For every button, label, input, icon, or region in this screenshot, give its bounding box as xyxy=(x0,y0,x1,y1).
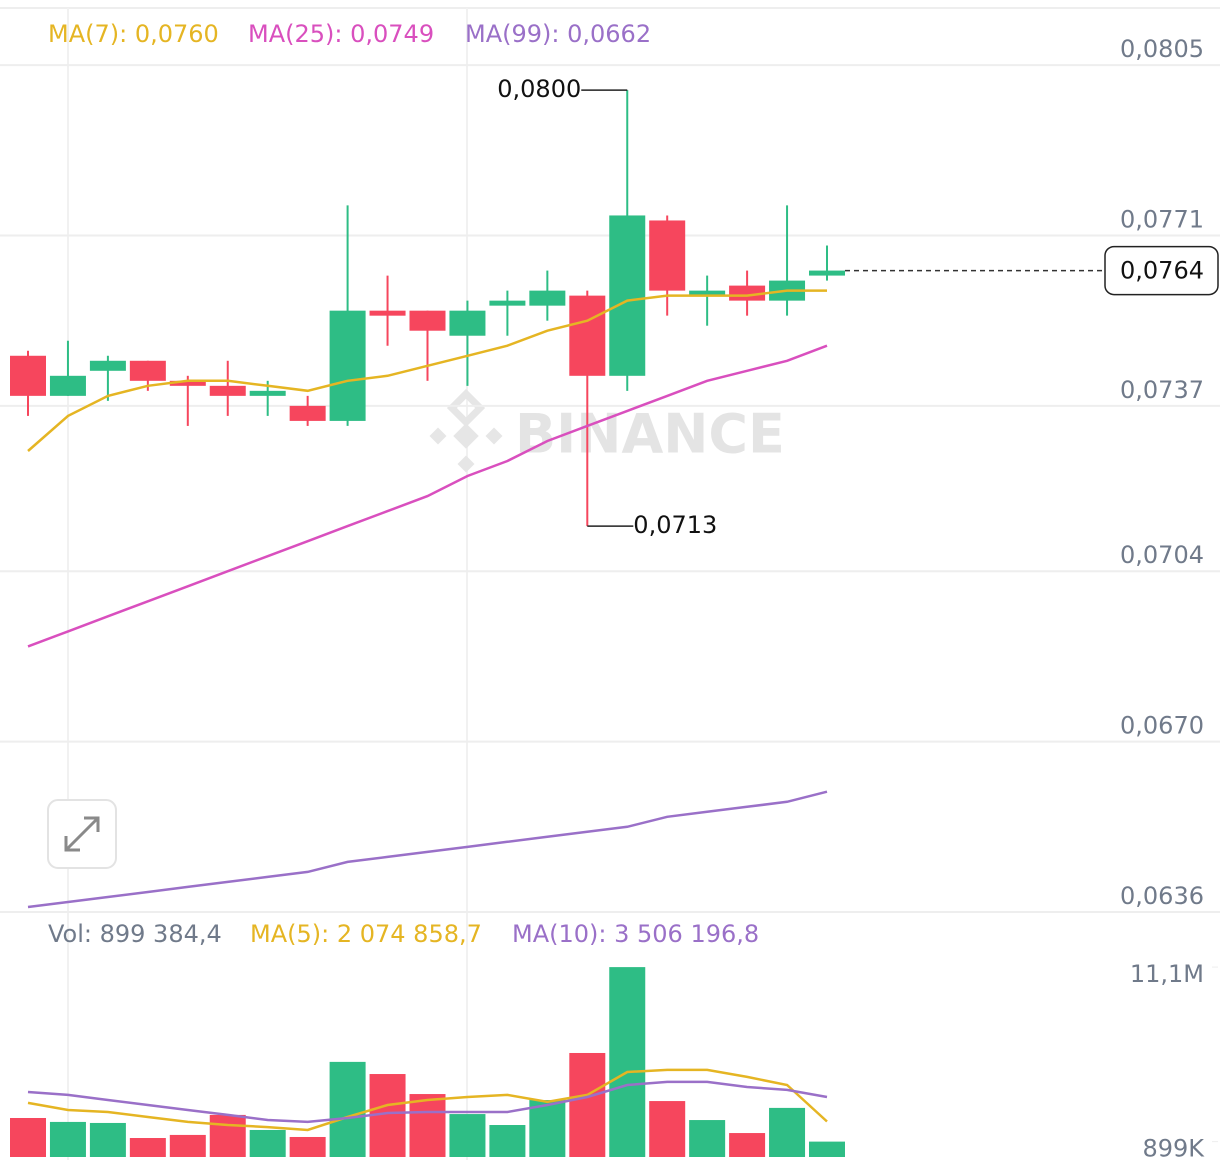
legend-entry: MA(99): 0,0662 xyxy=(465,20,651,48)
candle-body xyxy=(809,270,845,276)
layout: BINANCE xyxy=(0,7,1220,1160)
y-tick-label: 0,0737 xyxy=(1120,376,1204,404)
volume-bar xyxy=(289,1136,326,1157)
volume-bar xyxy=(569,1052,606,1157)
candle-body xyxy=(689,290,726,296)
candle-body xyxy=(129,360,166,381)
candle-body xyxy=(729,285,766,301)
y-tick-label: 0,0704 xyxy=(1120,541,1204,569)
candle-body xyxy=(609,215,646,376)
volume-bar xyxy=(449,1114,486,1157)
candle-body xyxy=(10,355,46,396)
candle-body xyxy=(89,360,126,371)
volume-bar xyxy=(769,1107,806,1157)
volume-bar xyxy=(10,1117,46,1157)
candle-body xyxy=(489,300,526,306)
volume-bar xyxy=(529,1100,566,1157)
candle-body xyxy=(529,290,566,306)
volume-bar xyxy=(169,1134,206,1157)
volume-bar xyxy=(209,1114,246,1157)
legend-entry: MA(10): 3 506 196,8 xyxy=(512,920,759,948)
volume-bar xyxy=(689,1120,726,1157)
candle-body xyxy=(209,385,246,396)
y-tick-label: 0,0805 xyxy=(1120,35,1204,63)
volume-bar xyxy=(809,1141,845,1157)
candle-body xyxy=(289,405,326,421)
y-tick-label: 0,0636 xyxy=(1120,882,1204,910)
volume-bar xyxy=(489,1125,526,1157)
volume-bar xyxy=(409,1094,446,1157)
high-label: 0,0800 xyxy=(497,75,581,103)
candle-body xyxy=(449,310,486,336)
volume-bar xyxy=(49,1121,86,1157)
ma-line xyxy=(27,344,828,648)
legend-entry: MA(25): 0,0749 xyxy=(248,20,434,48)
candle-body xyxy=(329,310,366,421)
ma-line xyxy=(27,289,827,452)
volume-bar xyxy=(129,1138,166,1157)
watermark: BINANCE xyxy=(515,403,785,466)
ma-line xyxy=(27,1068,828,1132)
candle-body xyxy=(369,310,406,316)
last-price-label: 0,0764 xyxy=(1120,257,1204,285)
legend-entry: MA(7): 0,0760 xyxy=(48,20,219,48)
volume-bar xyxy=(729,1133,766,1157)
ma-line xyxy=(27,790,828,909)
candle-body xyxy=(49,375,86,396)
low-label: 0,0713 xyxy=(633,511,717,539)
y-tick-label: 0,0771 xyxy=(1120,206,1204,234)
legend-entry: MA(5): 2 074 858,7 xyxy=(250,920,482,948)
last-price-box xyxy=(1104,245,1219,296)
volume-bar xyxy=(329,1061,366,1157)
candle-body xyxy=(569,295,606,376)
volume-bar xyxy=(649,1101,686,1157)
expand-button[interactable] xyxy=(47,799,117,869)
y-tick-label: 0,0670 xyxy=(1120,712,1204,740)
volume-bar xyxy=(609,967,646,1157)
ma-line xyxy=(27,1080,828,1124)
candle-body xyxy=(409,310,446,331)
volume-bar xyxy=(89,1122,126,1157)
y-tick-label: 899K xyxy=(1142,1135,1205,1163)
volume-label: Vol: 899 384,4 xyxy=(48,920,222,948)
candle-body xyxy=(169,380,206,386)
candle-body xyxy=(649,220,686,291)
candle-body xyxy=(249,390,286,396)
y-tick-label: 11,1M xyxy=(1130,960,1204,988)
volume-bar xyxy=(249,1129,286,1157)
